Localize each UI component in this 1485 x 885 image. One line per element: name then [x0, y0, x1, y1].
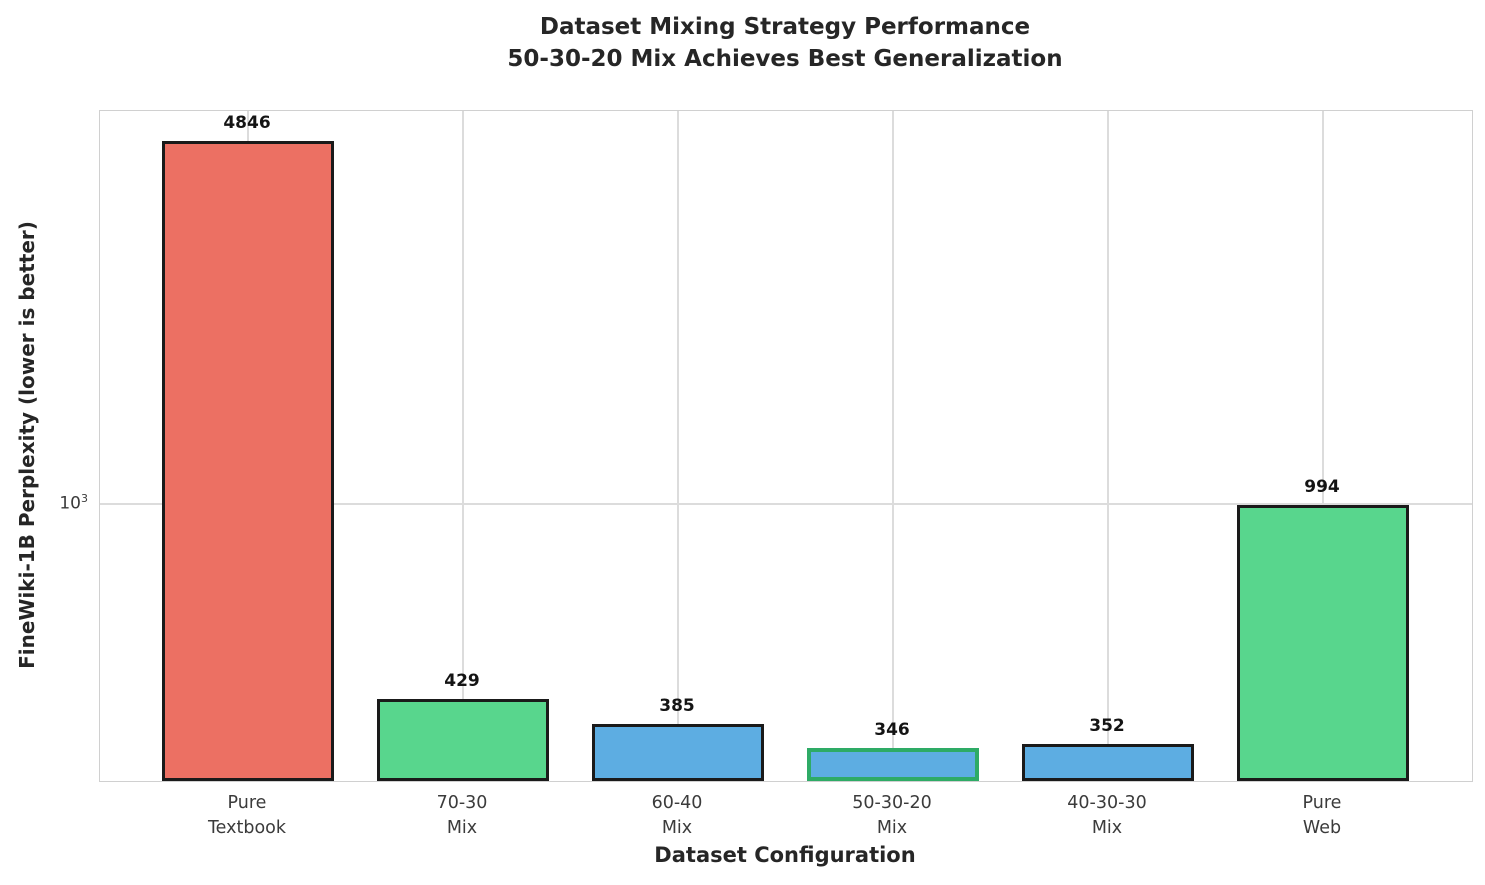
bar — [592, 723, 764, 781]
x-tick-label: 50-30-20 Mix — [852, 793, 932, 838]
chart-title: Dataset Mixing Strategy Performance 50-3… — [507, 14, 1063, 72]
bar-value-label: 429 — [444, 670, 480, 691]
x-tick-label: Pure Web — [1302, 793, 1342, 838]
x-axis-label: Dataset Configuration — [654, 843, 916, 867]
y-tick-label: 103 — [38, 492, 88, 514]
x-tick-label: Pure Textbook — [207, 793, 287, 838]
bar-value-label: 352 — [1089, 716, 1125, 737]
gridline-vertical — [892, 111, 894, 781]
y-axis-label: FineWiki-1B Perplexity (lower is better) — [15, 221, 39, 669]
bar — [807, 748, 979, 781]
gridline-horizontal — [100, 503, 1472, 505]
bar-value-label: 346 — [874, 720, 910, 741]
y-tick-base: 10 — [59, 493, 81, 514]
bar — [1237, 505, 1409, 781]
gridline-vertical — [462, 111, 464, 781]
bar — [1022, 744, 1194, 781]
x-tick-label: 70-30 Mix — [436, 793, 488, 838]
bar-value-label: 4846 — [223, 112, 271, 133]
gridline-vertical — [677, 111, 679, 781]
gridline-vertical — [1107, 111, 1109, 781]
bar — [162, 140, 334, 781]
bar — [377, 698, 549, 781]
x-tick-label: 40-30-30 Mix — [1067, 793, 1147, 838]
x-tick-label: 60-40 Mix — [651, 793, 703, 838]
gridline-vertical — [1322, 111, 1324, 781]
plot-area — [99, 110, 1473, 782]
y-tick-exponent: 3 — [81, 492, 88, 505]
bar-value-label: 994 — [1304, 477, 1340, 498]
bar-value-label: 385 — [659, 695, 695, 716]
